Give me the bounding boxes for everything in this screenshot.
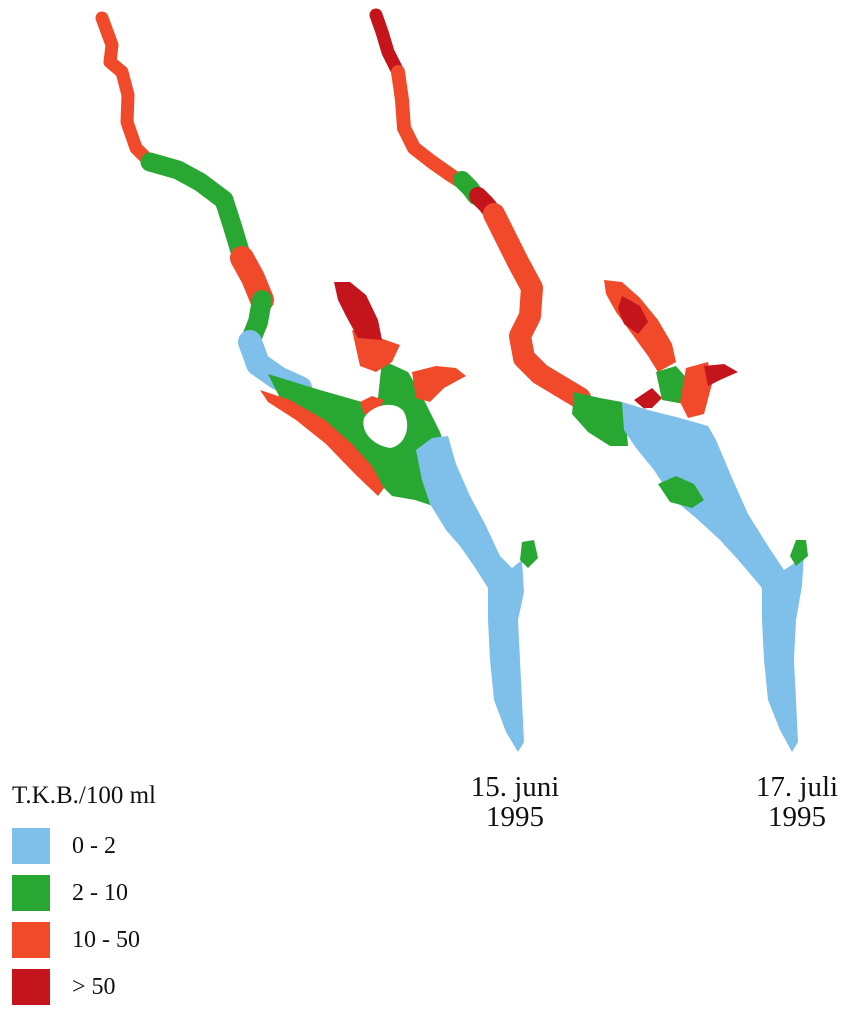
legend-swatch-2	[12, 922, 50, 958]
legend-label-2: 10 - 50	[72, 926, 140, 953]
map2-zone-mid-river	[483, 203, 591, 409]
legend-swatch-1	[12, 875, 50, 911]
legend-label-1: 2 - 10	[72, 879, 128, 906]
map1-zone-main-basin	[268, 360, 462, 518]
map2-zone-south-lake	[622, 402, 804, 752]
map2-zone-east-arm	[704, 364, 738, 386]
map2-zone-upper-river	[391, 65, 475, 193]
map1-island	[363, 404, 408, 448]
map-caption-2: 17. juli 1995	[712, 772, 848, 832]
map-15-juni	[95, 11, 538, 752]
map-caption-1-year: 1995	[486, 801, 544, 833]
map1-zone-north-arm	[352, 330, 400, 372]
legend-title: T.K.B./100 ml	[12, 782, 156, 809]
legend-label-3: > 50	[72, 973, 116, 1000]
legend-label-0: 0 - 2	[72, 832, 116, 859]
map2-zone-west-junction	[634, 388, 662, 412]
legend: T.K.B./100 ml 0 - 2 2 - 10 10 - 50 > 50	[12, 782, 156, 1014]
map-caption-2-date: 17. juli	[755, 771, 839, 803]
map2-zone-river-head	[369, 8, 405, 79]
legend-swatch-3	[12, 969, 50, 1005]
map-caption-1: 15. juni 1995	[430, 772, 600, 832]
map-17-juli	[369, 8, 808, 752]
map-caption-1-date: 15. juni	[470, 771, 560, 803]
map1-zone-north-arm-tip	[334, 282, 382, 340]
map1-zone-south-lake	[416, 436, 524, 752]
map2-zone-lake-patch	[658, 476, 704, 508]
map1-zone-east-arm	[412, 366, 466, 402]
map2-zone-east-bay	[790, 540, 808, 566]
map1-zone-east-bay	[520, 540, 538, 568]
map1-zone-upper-river	[95, 11, 157, 169]
map2-zone-north-arm-red	[618, 296, 648, 334]
map1-zone-mid-river	[140, 152, 252, 268]
map2-zone-junction	[680, 362, 712, 418]
legend-item-0: 0 - 2	[12, 826, 156, 866]
legend-item-3: > 50	[12, 967, 156, 1007]
map1-zone-south-shore	[260, 390, 384, 496]
map-caption-2-year: 1995	[768, 801, 826, 833]
legend-item-1: 2 - 10	[12, 873, 156, 913]
legend-swatch-0	[12, 828, 50, 864]
map2-zone-west-basin	[572, 392, 628, 446]
legend-item-2: 10 - 50	[12, 920, 156, 960]
